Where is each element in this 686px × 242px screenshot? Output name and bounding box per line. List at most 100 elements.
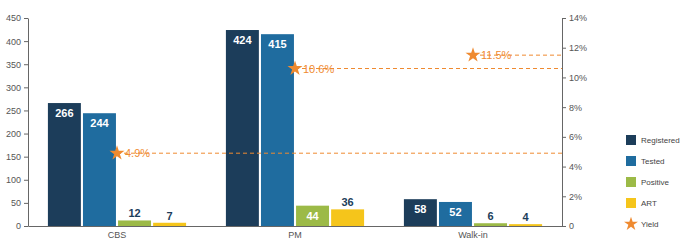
tick-label: 8% xyxy=(569,103,582,113)
bar xyxy=(118,220,151,226)
tick: 12% xyxy=(562,43,587,53)
tick-mark xyxy=(562,48,566,49)
legend-swatch xyxy=(626,177,636,187)
data-label: 6 xyxy=(487,210,493,222)
tick: Walk-in xyxy=(458,230,488,240)
tick-label: 300 xyxy=(6,83,21,93)
tick-mark xyxy=(562,137,566,138)
tick: 14% xyxy=(562,13,587,23)
data-label: 415 xyxy=(268,38,286,50)
reference-line xyxy=(295,68,562,69)
data-label: 52 xyxy=(449,206,461,218)
legend-item: ART xyxy=(626,198,657,208)
tick: 2% xyxy=(562,192,582,202)
data-label: 12 xyxy=(128,207,140,219)
tick-mark xyxy=(562,18,566,19)
tick-label: 200 xyxy=(6,129,21,139)
bar xyxy=(474,223,507,226)
marker xyxy=(465,47,480,61)
data-label: 244 xyxy=(90,117,109,129)
tick-label: 0 xyxy=(16,221,21,231)
reference-line xyxy=(117,153,562,154)
tick-mark xyxy=(24,64,28,65)
data-label: 58 xyxy=(414,203,426,215)
tick-label: 2% xyxy=(569,192,582,202)
tick: 450 xyxy=(6,13,28,23)
axis-line xyxy=(562,19,563,227)
bar xyxy=(296,206,329,226)
bar xyxy=(226,30,259,226)
tick: 50 xyxy=(11,198,28,208)
tick-mark xyxy=(24,226,28,227)
data-label: 11.5% xyxy=(481,49,512,61)
axis-line xyxy=(28,19,29,227)
legend-swatch xyxy=(626,156,636,166)
legend-item: Registered xyxy=(626,135,680,145)
tick: CBS xyxy=(108,230,127,240)
tick-label: 10% xyxy=(569,73,587,83)
tick-mark xyxy=(562,196,566,197)
legend-label: Registered xyxy=(641,136,680,145)
tick-label: 50 xyxy=(11,198,21,208)
tick-mark xyxy=(24,157,28,158)
legend-label: Positive xyxy=(641,178,670,187)
tick: 250 xyxy=(6,106,28,116)
legend-label: ART xyxy=(641,199,657,208)
tick-label: 6% xyxy=(569,132,582,142)
chart: 26642458244415521244673644.9%10.6%11.5%0… xyxy=(0,0,686,242)
marker xyxy=(109,145,124,159)
legend-item: Yield xyxy=(624,217,658,230)
tick: 0 xyxy=(16,221,28,231)
tick-label: 100 xyxy=(6,175,21,185)
marker xyxy=(287,61,302,75)
tick: 0 xyxy=(562,221,574,231)
tick: 4% xyxy=(562,162,582,172)
tick-mark xyxy=(24,87,28,88)
legend-swatch xyxy=(626,135,636,145)
tick: 150 xyxy=(6,152,28,162)
tick-mark xyxy=(24,41,28,42)
tick: 400 xyxy=(6,36,28,46)
bar xyxy=(404,199,437,226)
legend-swatch xyxy=(624,217,638,230)
x-axis: CBS PM Walk-in xyxy=(29,227,563,241)
tick: 10% xyxy=(562,73,587,83)
data-labels: 26642458244415521244673644.9%10.6%11.5% xyxy=(55,34,529,223)
tick-label: PM xyxy=(288,230,302,240)
tick-label: 350 xyxy=(6,60,21,70)
tick-mark xyxy=(24,110,28,111)
tick-label: Walk-in xyxy=(458,230,488,240)
tick-mark xyxy=(24,18,28,19)
tick-label: 4% xyxy=(569,162,582,172)
tick-mark xyxy=(562,107,566,108)
data-label: 4 xyxy=(523,211,530,223)
bar xyxy=(153,223,186,226)
legend-item: Positive xyxy=(626,177,670,187)
data-label: 44 xyxy=(306,210,319,222)
legend-label: Yield xyxy=(641,220,659,229)
tick-mark xyxy=(562,226,566,227)
legend-label: Tested xyxy=(641,157,665,166)
bar xyxy=(48,103,81,226)
tick: 350 xyxy=(6,60,28,70)
legend-item: Tested xyxy=(626,156,665,166)
tick-label: 14% xyxy=(569,13,587,23)
legend: Registered Tested Positive ART Yield xyxy=(624,135,680,230)
data-label: 7 xyxy=(167,210,173,222)
tick-mark xyxy=(24,134,28,135)
legend-swatch xyxy=(626,198,636,208)
bar xyxy=(509,224,542,226)
bar xyxy=(331,209,364,226)
tick-label: 450 xyxy=(6,13,21,23)
plot-area xyxy=(48,30,562,226)
bar xyxy=(439,202,472,226)
data-label: 266 xyxy=(55,107,73,119)
tick: 100 xyxy=(6,175,28,185)
tick: PM xyxy=(288,230,302,240)
tick: 200 xyxy=(6,129,28,139)
y2-axis: 0 2% 4% 6% 8% 10% 12% 14% xyxy=(562,13,587,231)
tick-label: CBS xyxy=(108,230,127,240)
data-label: 10.6% xyxy=(303,63,334,75)
tick-label: 12% xyxy=(569,43,587,53)
bar xyxy=(261,34,294,226)
